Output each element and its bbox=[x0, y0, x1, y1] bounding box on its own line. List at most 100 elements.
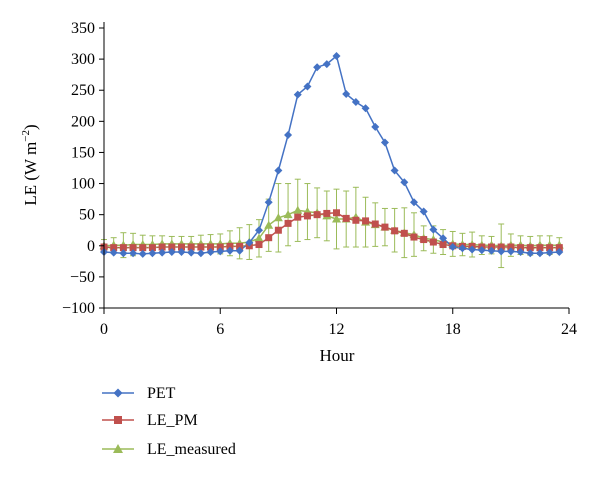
marker-le-pm bbox=[410, 233, 418, 241]
marker-le-pm bbox=[110, 244, 118, 252]
y-ticks-group: −100 −50 0 50 100 150 200 250 300 350 bbox=[62, 20, 104, 317]
marker-pet bbox=[535, 249, 544, 258]
legend-label-le-pm: LE_PM bbox=[147, 412, 198, 429]
marker-pet bbox=[458, 244, 467, 253]
marker-le-pm bbox=[236, 242, 244, 250]
marker-le-measured bbox=[293, 205, 303, 214]
marker-le-pm bbox=[546, 244, 554, 252]
marker-pet bbox=[497, 247, 506, 256]
marker-pet bbox=[177, 248, 186, 256]
y-axis-title-superscript: −2 bbox=[20, 130, 32, 142]
marker-pet bbox=[448, 243, 457, 252]
marker-le-measured bbox=[264, 220, 274, 229]
marker-le-pm bbox=[216, 243, 224, 251]
marker-le-measured bbox=[254, 233, 264, 242]
marker-pet bbox=[245, 238, 254, 247]
marker-pet bbox=[264, 198, 273, 207]
marker-pet bbox=[555, 248, 564, 256]
legend-label-le-measured: LE_measured bbox=[147, 441, 236, 458]
marker-le-measured bbox=[283, 210, 293, 219]
marker-le-pm bbox=[207, 243, 215, 251]
marker-pet bbox=[342, 89, 351, 98]
marker-pet bbox=[371, 122, 380, 131]
y-tick-label: 100 bbox=[71, 176, 95, 193]
marker-pet bbox=[225, 246, 234, 255]
series-line-pet bbox=[103, 54, 560, 255]
x-ticks-group: 0 6 12 18 24 bbox=[100, 308, 577, 338]
legend: PET LE_PM LE_measured bbox=[102, 385, 236, 458]
marker-pet bbox=[293, 90, 302, 99]
marker-pet bbox=[390, 166, 399, 175]
y-tick-label: 0 bbox=[87, 238, 95, 255]
marker-pet bbox=[284, 131, 293, 140]
marker-pet bbox=[400, 178, 409, 187]
marker-pet bbox=[255, 226, 263, 235]
marker-pet bbox=[487, 246, 496, 255]
y-tick-label: −100 bbox=[62, 300, 95, 317]
marker-pet bbox=[303, 82, 312, 91]
series-markers-group bbox=[99, 52, 564, 258]
marker-pet bbox=[332, 52, 341, 60]
y-tick-label: 200 bbox=[71, 113, 95, 130]
marker-pet bbox=[419, 207, 428, 216]
x-tick-label: 12 bbox=[329, 321, 345, 338]
marker-le-pm bbox=[129, 244, 137, 252]
marker-le-pm bbox=[178, 243, 185, 251]
marker-le-pm bbox=[139, 244, 147, 252]
legend-label-pet: PET bbox=[147, 385, 176, 402]
marker-pet bbox=[351, 98, 360, 107]
marker-pet bbox=[216, 247, 225, 256]
marker-le-pm bbox=[362, 217, 370, 225]
marker-le-pm bbox=[352, 216, 360, 224]
marker-le-pm bbox=[439, 241, 447, 249]
x-tick-label: 18 bbox=[445, 321, 461, 338]
marker-le-pm bbox=[333, 209, 340, 217]
marker-le-pm bbox=[536, 244, 544, 252]
marker-pet bbox=[148, 249, 157, 258]
marker-le-pm bbox=[507, 243, 515, 251]
x-tick-label: 6 bbox=[216, 321, 224, 338]
marker-le-pm bbox=[168, 243, 176, 251]
marker-le-pm bbox=[303, 212, 311, 220]
marker-le-pm bbox=[274, 226, 282, 234]
marker-pet bbox=[526, 249, 535, 258]
marker-le-pm bbox=[555, 244, 563, 252]
marker-pet bbox=[361, 104, 370, 113]
marker-pet bbox=[468, 245, 477, 254]
marker-le-pm bbox=[497, 243, 505, 251]
marker-pet bbox=[119, 249, 128, 258]
marker-pet bbox=[187, 248, 196, 257]
marker-pet bbox=[196, 249, 205, 258]
y-axis-title-main: LE (W m bbox=[21, 142, 40, 206]
y-tick-label: −50 bbox=[70, 269, 95, 286]
marker-le-pm bbox=[197, 243, 205, 251]
marker-le-pm bbox=[391, 227, 399, 235]
marker-pet bbox=[545, 248, 554, 257]
legend-marker-pet bbox=[113, 388, 123, 398]
y-tick-label: 350 bbox=[71, 20, 95, 37]
marker-pet bbox=[477, 246, 486, 255]
marker-le-pm bbox=[187, 243, 195, 251]
marker-le-pm bbox=[342, 214, 350, 222]
x-axis-title: Hour bbox=[320, 346, 355, 365]
marker-pet bbox=[167, 248, 176, 256]
x-tick-label: 24 bbox=[561, 321, 577, 338]
marker-pet bbox=[313, 63, 322, 72]
marker-pet bbox=[429, 225, 438, 234]
marker-le-pm bbox=[158, 243, 166, 251]
marker-pet bbox=[516, 248, 525, 256]
legend-marker-le-pm bbox=[114, 416, 122, 424]
marker-pet bbox=[129, 249, 138, 258]
marker-le-pm bbox=[294, 213, 302, 221]
marker-pet bbox=[158, 248, 167, 257]
marker-le-pm bbox=[517, 244, 525, 252]
legend-marker-le-measured bbox=[113, 444, 123, 453]
y-axis-title: LE (W m−2) bbox=[20, 124, 40, 205]
marker-pet bbox=[235, 246, 244, 255]
marker-pet bbox=[439, 234, 448, 243]
marker-pet bbox=[380, 138, 389, 147]
marker-le-pm bbox=[400, 229, 408, 237]
marker-le-pm bbox=[429, 238, 437, 246]
y-tick-label: 300 bbox=[71, 51, 95, 68]
